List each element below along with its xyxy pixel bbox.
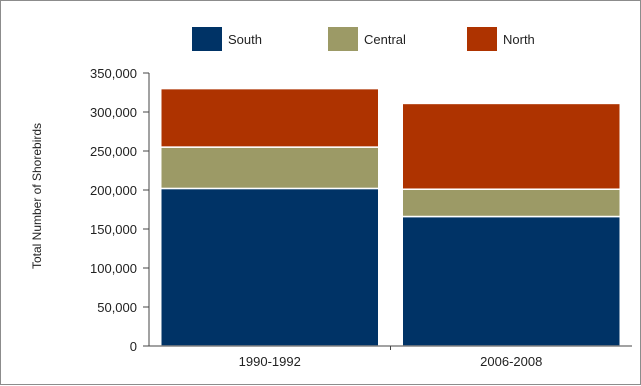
- y-tick-label: 100,000: [90, 261, 137, 276]
- y-tick-label: 200,000: [90, 183, 137, 198]
- x-axis: 1990-1992 2006-2008: [149, 345, 632, 369]
- legend-swatch-south: [192, 27, 222, 51]
- bars: [160, 87, 621, 347]
- legend: South Central North: [192, 27, 535, 51]
- y-tick-label: 350,000: [90, 66, 137, 81]
- y-tick-label: 50,000: [97, 300, 137, 315]
- bar-segment-south: [401, 215, 621, 347]
- bar-segment-north: [160, 87, 380, 148]
- legend-label-north: North: [503, 32, 535, 47]
- bar-segment-north: [401, 102, 621, 190]
- y-axis-label: Total Number of Shorebirds: [30, 123, 44, 269]
- y-tick-label: 250,000: [90, 144, 137, 159]
- y-axis: 0 50,000 100,000 150,000 200,000 250,000 300,0…: [90, 66, 150, 354]
- x-tick-label: 1990-1992: [239, 354, 301, 369]
- legend-swatch-north: [467, 27, 497, 51]
- bar-segment-south: [160, 187, 380, 347]
- x-tick-label: 2006-2008: [480, 354, 542, 369]
- bar-segment-central: [401, 188, 621, 218]
- legend-label-central: Central: [364, 32, 406, 47]
- y-tick-label: 300,000: [90, 105, 137, 120]
- legend-swatch-central: [328, 27, 358, 51]
- y-tick-label: 150,000: [90, 222, 137, 237]
- legend-label-south: South: [228, 32, 262, 47]
- bar-segment-central: [160, 146, 380, 190]
- y-tick-label: 0: [130, 339, 137, 354]
